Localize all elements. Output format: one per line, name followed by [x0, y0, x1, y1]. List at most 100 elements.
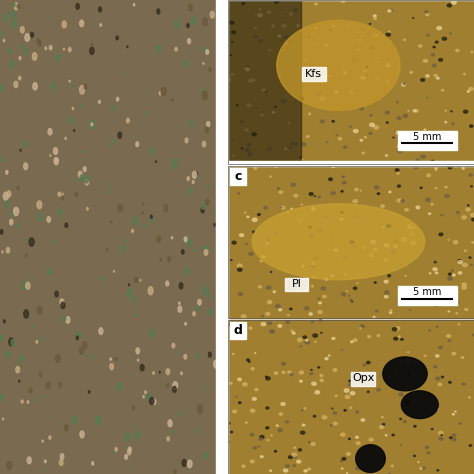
Ellipse shape [157, 9, 160, 14]
Ellipse shape [387, 58, 390, 60]
Bar [351, 373, 375, 386]
Ellipse shape [22, 281, 27, 290]
Ellipse shape [49, 46, 52, 50]
Ellipse shape [20, 356, 24, 362]
Ellipse shape [127, 46, 128, 48]
Bar [285, 278, 309, 292]
Ellipse shape [9, 338, 14, 346]
Ellipse shape [40, 337, 42, 340]
Ellipse shape [13, 3, 15, 7]
Ellipse shape [462, 286, 466, 289]
Ellipse shape [6, 247, 9, 253]
Ellipse shape [344, 410, 346, 411]
Ellipse shape [428, 138, 431, 140]
Ellipse shape [85, 179, 89, 185]
Ellipse shape [453, 241, 458, 244]
Ellipse shape [89, 391, 90, 393]
Text: Opx: Opx [352, 374, 374, 383]
Ellipse shape [206, 199, 209, 205]
Ellipse shape [458, 324, 460, 325]
Ellipse shape [76, 336, 78, 339]
Ellipse shape [203, 47, 207, 53]
Ellipse shape [346, 453, 350, 455]
Bar [0, 0, 218, 474]
Ellipse shape [328, 239, 329, 240]
Ellipse shape [340, 460, 343, 462]
Ellipse shape [277, 20, 400, 110]
Ellipse shape [161, 87, 166, 96]
Ellipse shape [54, 157, 58, 165]
Ellipse shape [331, 275, 333, 276]
Ellipse shape [435, 169, 437, 171]
Ellipse shape [348, 295, 350, 296]
Ellipse shape [397, 266, 399, 267]
Ellipse shape [282, 362, 285, 365]
Ellipse shape [246, 244, 247, 245]
Ellipse shape [29, 238, 34, 246]
Ellipse shape [298, 338, 302, 341]
Ellipse shape [313, 334, 318, 337]
Ellipse shape [91, 123, 93, 126]
Ellipse shape [392, 328, 397, 331]
Ellipse shape [341, 293, 346, 296]
Ellipse shape [314, 257, 318, 259]
Ellipse shape [441, 90, 444, 91]
Ellipse shape [139, 433, 141, 436]
Ellipse shape [448, 239, 449, 240]
Ellipse shape [335, 91, 338, 94]
Ellipse shape [38, 41, 41, 46]
Ellipse shape [462, 216, 466, 219]
Ellipse shape [462, 383, 465, 385]
Ellipse shape [456, 211, 459, 213]
Ellipse shape [352, 57, 354, 59]
Ellipse shape [413, 110, 416, 112]
Ellipse shape [445, 186, 447, 188]
Ellipse shape [150, 149, 154, 155]
Ellipse shape [458, 272, 462, 274]
Ellipse shape [247, 216, 249, 218]
Ellipse shape [271, 330, 274, 333]
Ellipse shape [276, 304, 280, 308]
Ellipse shape [8, 49, 11, 54]
Ellipse shape [344, 389, 349, 392]
Ellipse shape [341, 433, 345, 436]
Ellipse shape [26, 254, 27, 257]
Ellipse shape [75, 179, 76, 181]
Ellipse shape [449, 437, 452, 438]
Ellipse shape [110, 183, 111, 185]
Ellipse shape [350, 299, 352, 301]
Ellipse shape [11, 211, 14, 216]
Ellipse shape [39, 373, 41, 377]
Ellipse shape [361, 76, 365, 79]
Ellipse shape [393, 137, 394, 138]
Ellipse shape [196, 429, 199, 433]
Ellipse shape [266, 286, 271, 289]
Ellipse shape [50, 155, 51, 156]
Ellipse shape [277, 188, 280, 189]
Ellipse shape [353, 245, 356, 247]
Ellipse shape [110, 364, 113, 370]
Ellipse shape [179, 411, 181, 415]
Ellipse shape [416, 159, 419, 161]
Ellipse shape [439, 58, 443, 61]
Ellipse shape [461, 356, 464, 358]
Ellipse shape [252, 204, 425, 280]
Ellipse shape [266, 312, 270, 315]
Ellipse shape [112, 139, 114, 143]
Ellipse shape [353, 339, 357, 341]
Ellipse shape [400, 445, 401, 446]
Ellipse shape [295, 143, 298, 145]
Ellipse shape [325, 357, 328, 360]
Ellipse shape [341, 191, 343, 192]
Ellipse shape [337, 108, 339, 109]
Ellipse shape [383, 423, 385, 425]
Ellipse shape [273, 319, 274, 320]
Ellipse shape [389, 191, 391, 193]
Ellipse shape [338, 137, 342, 140]
Ellipse shape [166, 369, 170, 374]
Ellipse shape [288, 371, 291, 374]
Ellipse shape [269, 49, 271, 51]
Ellipse shape [151, 218, 153, 222]
Ellipse shape [293, 9, 297, 11]
Ellipse shape [401, 338, 403, 340]
